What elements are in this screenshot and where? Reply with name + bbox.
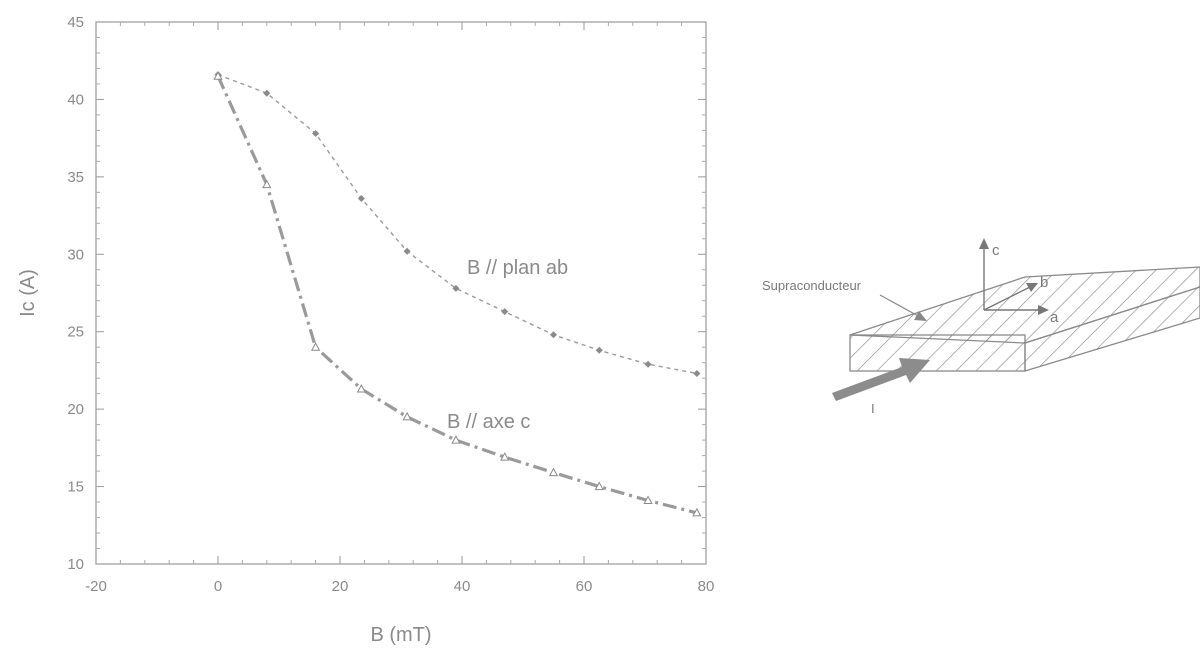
axis-c-label: c — [992, 242, 1000, 259]
data-point — [262, 179, 272, 189]
current-arrow — [832, 358, 930, 401]
axis-a-arrowhead — [1038, 305, 1049, 315]
data-point — [357, 195, 365, 203]
data-point — [692, 507, 702, 517]
data-point — [594, 481, 604, 491]
data-point — [550, 331, 557, 339]
axis-b-arrow — [983, 286, 1031, 311]
tape-right-face — [1024, 286, 1200, 372]
axis-b-arrowhead — [1026, 283, 1038, 292]
data-point — [643, 495, 653, 505]
axis-b-label: b — [1040, 274, 1048, 291]
tape-front-face — [849, 334, 1026, 372]
data-point — [693, 370, 701, 378]
data-point — [403, 247, 411, 255]
data-point — [595, 346, 603, 354]
data-point — [644, 360, 652, 368]
axis-c-arrowhead — [979, 238, 989, 249]
series-line-1 — [216, 75, 698, 515]
data-point — [263, 89, 271, 97]
data-point — [402, 411, 412, 421]
data-point — [548, 467, 559, 477]
material-pointer-head — [914, 311, 927, 321]
x-tick-label: -20 — [85, 578, 107, 595]
x-tick-label: 80 — [698, 578, 715, 595]
series-line-0 — [217, 74, 698, 375]
data-point — [310, 342, 321, 351]
y-tick-label: 40 — [67, 91, 84, 108]
data-point — [451, 435, 461, 444]
material-label: Supraconducteur — [762, 278, 862, 293]
y-tick-label: 20 — [67, 401, 84, 418]
axis-ticks: -20 0 20 40 60 80 10 15 20 25 30 35 40 45 — [67, 14, 714, 595]
x-tick-label: 20 — [332, 578, 349, 595]
y-tick-label: 10 — [67, 556, 84, 573]
plot-frame — [95, 21, 707, 565]
series-label-axe-c: B // axe c — [447, 411, 530, 433]
x-tick-label: 40 — [454, 578, 471, 595]
y-tick-label: 45 — [67, 14, 84, 31]
current-label: I — [871, 401, 875, 416]
series-label-plan-ab: B // plan ab — [467, 257, 568, 279]
y-tick-label: 35 — [67, 169, 84, 186]
series-layer — [213, 71, 702, 517]
data-point — [452, 284, 460, 292]
data-point — [312, 129, 320, 137]
y-tick-label: 30 — [67, 246, 84, 263]
material-pointer — [879, 294, 921, 318]
x-axis-title: B (mT) — [370, 624, 431, 646]
data-point — [501, 308, 509, 316]
data-point — [356, 383, 366, 393]
axis-a-label: a — [1050, 309, 1059, 326]
data-point — [500, 452, 510, 461]
y-tick-label: 25 — [67, 324, 84, 341]
x-tick-label: 60 — [576, 578, 593, 595]
y-tick-label: 15 — [67, 479, 84, 496]
y-axis-title: Ic (A) — [17, 269, 39, 317]
data-point — [213, 71, 223, 80]
superconductor-diagram: c b a Supraconducteur I — [762, 238, 1200, 416]
x-tick-label: 0 — [214, 578, 222, 595]
